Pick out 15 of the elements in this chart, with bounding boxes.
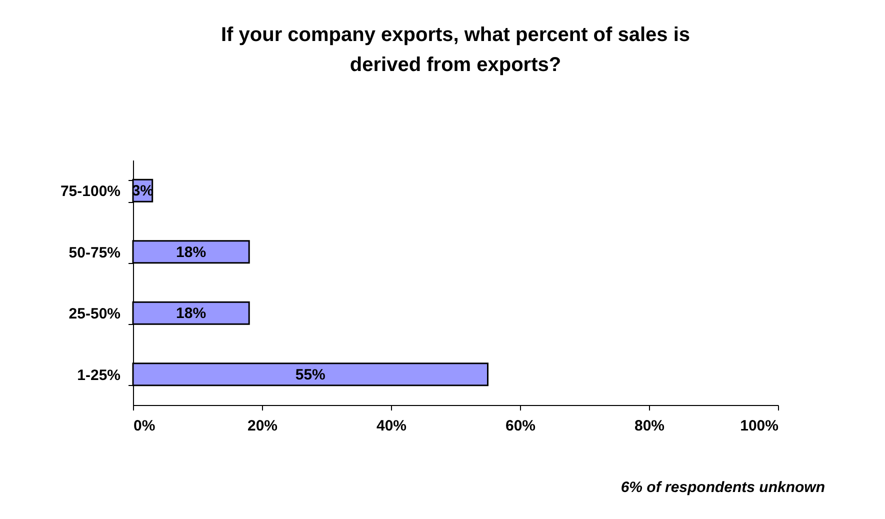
x-tick-label: 20% — [247, 418, 278, 434]
chart-title: If your company exports, what percent of sales is derived from exports? — [220, 24, 690, 76]
y-tick-label: 50-75% — [68, 244, 120, 262]
x-tick-label: 40% — [376, 418, 407, 434]
x-tick-label: 0% — [134, 418, 156, 434]
x-tick-label: 60% — [505, 418, 536, 434]
y-tick-label: 1-25% — [77, 366, 120, 384]
data-label: 18% — [176, 244, 206, 261]
y-tick-label: 75-100% — [60, 183, 120, 200]
y-tick-label: 25-50% — [68, 306, 120, 323]
data-label: 55% — [295, 366, 326, 384]
text: 6% of respondents unknown — [620, 479, 825, 496]
x-tick-label: 80% — [634, 418, 665, 434]
x-tick-label: 100% — [740, 418, 778, 434]
data-label: 18% — [176, 305, 206, 322]
